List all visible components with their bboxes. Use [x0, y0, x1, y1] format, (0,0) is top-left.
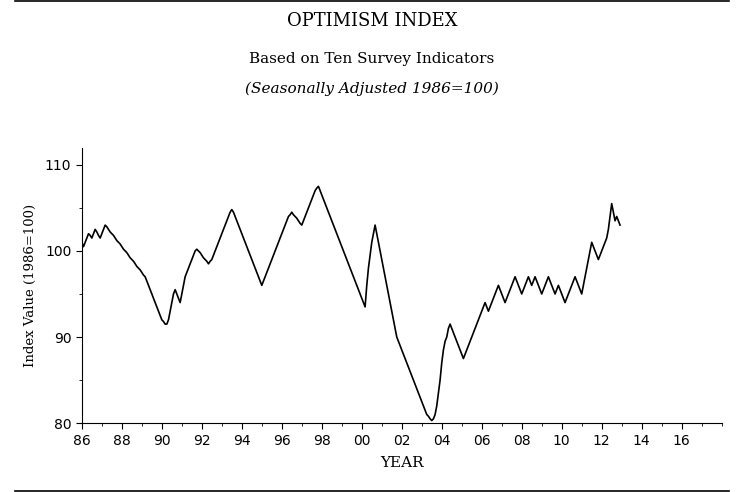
Text: (Seasonally Adjusted 1986=100): (Seasonally Adjusted 1986=100): [245, 81, 499, 95]
X-axis label: YEAR: YEAR: [380, 456, 423, 470]
Text: OPTIMISM INDEX: OPTIMISM INDEX: [286, 12, 458, 31]
Text: Based on Ten Survey Indicators: Based on Ten Survey Indicators: [249, 52, 495, 65]
Y-axis label: Index Value (1986=100): Index Value (1986=100): [24, 204, 36, 367]
